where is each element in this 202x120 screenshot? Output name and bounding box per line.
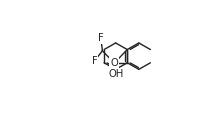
Text: F: F: [98, 33, 103, 43]
Text: F: F: [91, 56, 97, 66]
Text: OH: OH: [108, 69, 123, 79]
Text: O: O: [109, 58, 117, 68]
